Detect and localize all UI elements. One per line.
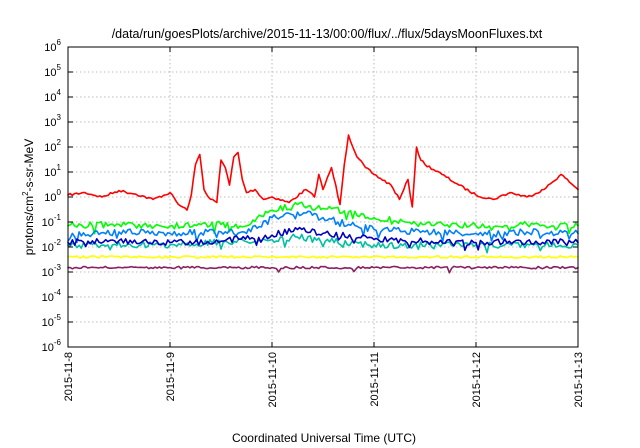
y-tick-base: 10	[42, 242, 54, 254]
y-tick-base: 10	[44, 142, 56, 154]
y-tick-base: 10	[42, 317, 54, 329]
y-tick-exponent: -3	[54, 263, 62, 272]
x-tick-label: 2015-11-12	[471, 352, 483, 407]
y-tick-label: 10-1	[42, 213, 62, 229]
series-line-6	[67, 255, 579, 259]
y-tick-label: 10-3	[42, 263, 62, 279]
y-tick-label: 10-5	[42, 313, 62, 329]
y-tick-exponent: 5	[57, 63, 62, 72]
series-line-3	[67, 210, 579, 244]
y-tick-exponent: 3	[57, 113, 62, 122]
y-axis-label-main: protons/cm	[22, 196, 36, 255]
x-tick-label: 2015-11-11	[369, 352, 381, 407]
y-tick-label: 104	[44, 88, 61, 104]
y-tick-label: 10-6	[42, 338, 62, 354]
y-tick-base: 10	[44, 192, 56, 204]
y-tick-exponent: -2	[54, 238, 62, 247]
y-tick-base: 10	[42, 217, 54, 229]
x-axis-label: Coordinated Universal Time (UTC)	[232, 431, 416, 445]
y-tick-base: 10	[44, 42, 56, 54]
y-tick-base: 10	[44, 117, 56, 129]
y-tick-label: 105	[44, 63, 61, 79]
y-tick-exponent: -4	[54, 288, 62, 297]
y-tick-base: 10	[44, 67, 56, 79]
y-tick-base: 10	[42, 342, 54, 354]
y-axis-label-exponent: 2	[21, 191, 30, 196]
series-layer	[67, 134, 579, 274]
y-tick-base: 10	[44, 167, 56, 179]
series-line-5	[67, 226, 579, 252]
y-tick-label: 10-4	[42, 288, 62, 304]
y-tick-base: 10	[44, 92, 56, 104]
grid-lines	[68, 47, 578, 347]
series-line-7	[67, 265, 579, 274]
x-tick-label: 2015-11-13	[573, 352, 585, 407]
y-tick-base: 10	[42, 267, 54, 279]
y-tick-exponent: 2	[57, 138, 62, 147]
y-axis: 10-610-510-410-310-210-11001011021031041…	[42, 38, 578, 354]
y-tick-label: 106	[44, 38, 61, 54]
series-line-4	[67, 233, 579, 254]
y-tick-label: 102	[44, 138, 61, 154]
series-line-1	[67, 134, 579, 211]
y-tick-label: 10-2	[42, 238, 62, 254]
y-tick-exponent: 1	[57, 163, 62, 172]
y-tick-exponent: -5	[54, 313, 62, 322]
y-tick-exponent: 0	[57, 188, 62, 197]
x-tick-label: 2015-11-9	[165, 352, 177, 401]
y-tick-label: 100	[44, 188, 61, 204]
y-tick-exponent: -6	[54, 338, 62, 347]
y-tick-base: 10	[42, 292, 54, 304]
y-tick-label: 103	[44, 113, 61, 129]
x-axis: 2015-11-8 2015-11-9 2015-11-10 2015-11-11 20…	[63, 47, 585, 407]
y-axis-label-tail: -s-sr-MeV	[22, 139, 36, 192]
y-tick-label: 101	[44, 163, 61, 179]
x-tick-label: 2015-11-10	[267, 352, 279, 407]
y-tick-exponent: 6	[57, 38, 62, 47]
y-tick-exponent: -1	[54, 213, 62, 222]
x-tick-label: 2015-11-8	[63, 352, 75, 401]
chart-title: /data/run/goesPlots/archive/2015-11-13/0…	[112, 27, 543, 41]
series-line-2	[67, 201, 579, 235]
y-axis-label: protons/cm2-s-sr-MeV	[21, 139, 36, 255]
y-tick-exponent: 4	[57, 88, 62, 97]
